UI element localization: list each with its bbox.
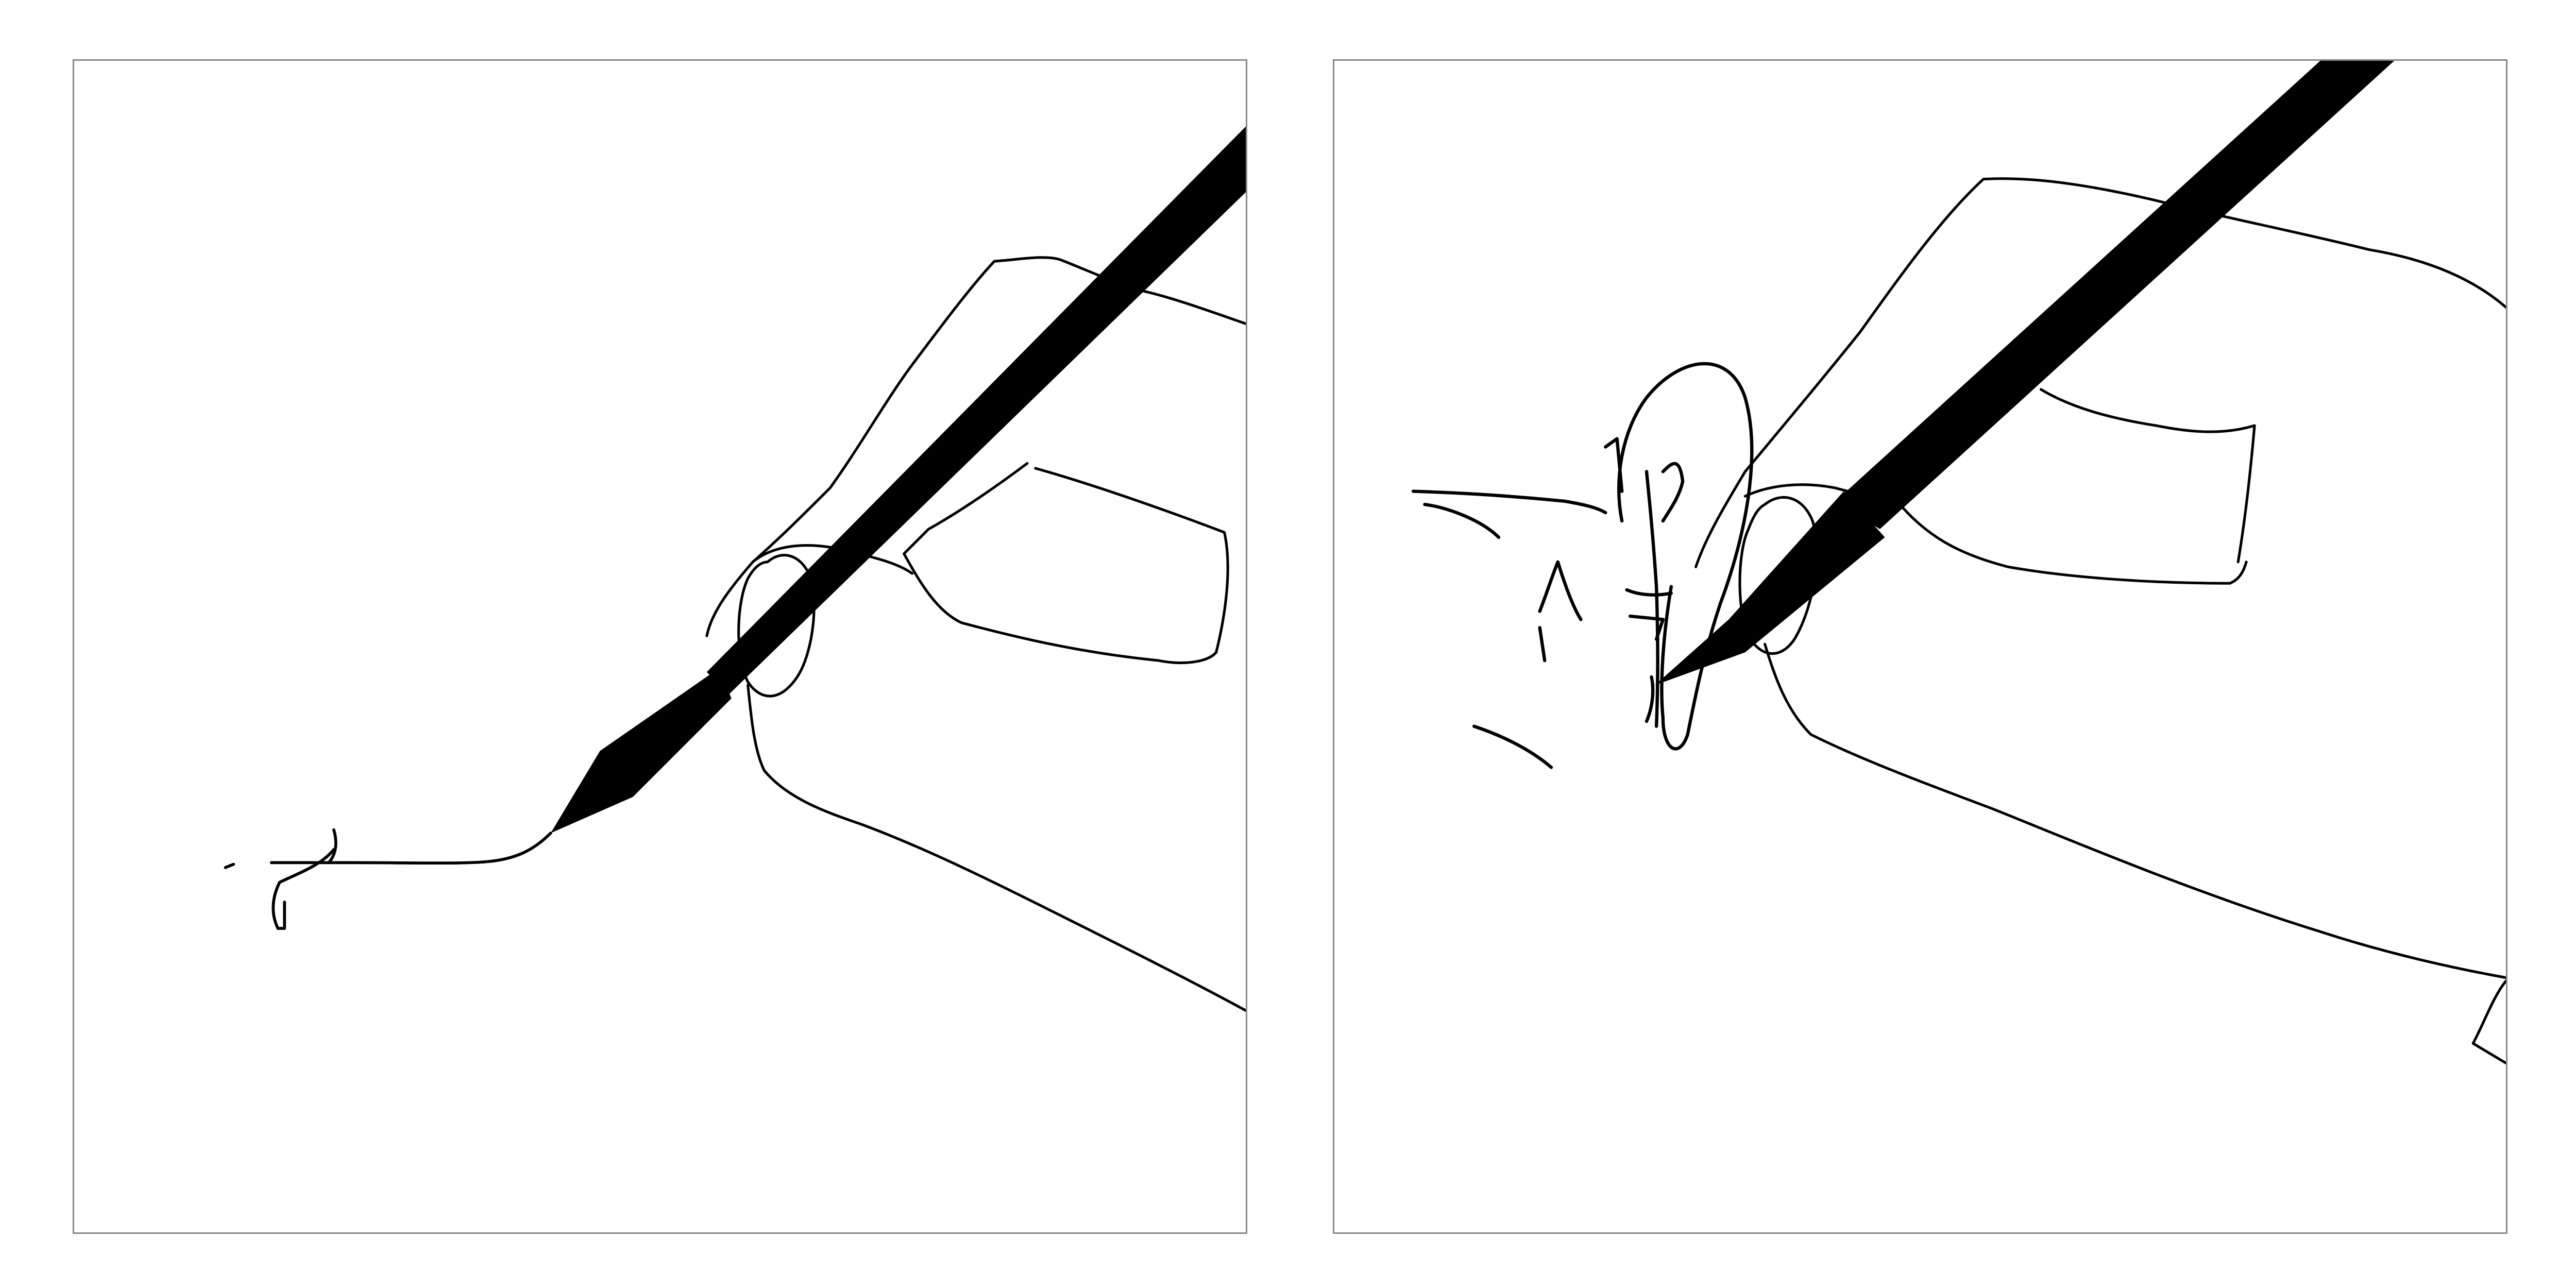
left-thumb-nail bbox=[737, 554, 816, 698]
right-pen-tip bbox=[1654, 491, 1885, 685]
right-index-finger-outline bbox=[2039, 388, 2256, 433]
right-thumb-nail bbox=[1738, 496, 1818, 655]
left-index-finger-outline bbox=[903, 462, 1029, 555]
left-pen-body bbox=[706, 126, 1246, 696]
right-drawing-canvas bbox=[1411, 61, 2506, 1065]
right-drawing-panel bbox=[1333, 59, 2507, 1234]
right-palm-lower-outline bbox=[1764, 642, 2506, 979]
right-hand-back-outline bbox=[1694, 177, 2506, 568]
right-pen-body bbox=[1835, 61, 2395, 529]
left-drawing-canvas bbox=[224, 126, 1246, 1012]
left-palm-lower-outline bbox=[747, 684, 1246, 1012]
left-pen-tip bbox=[550, 669, 732, 833]
right-finger-under-outline bbox=[1891, 495, 2248, 585]
right-middle-finger-outline bbox=[2236, 424, 2256, 564]
right-signature-scribble bbox=[1411, 362, 1754, 769]
right-corner-sheet bbox=[2471, 979, 2506, 1065]
left-signature-stroke bbox=[224, 828, 552, 930]
left-finger-under-outline bbox=[903, 552, 1218, 665]
left-middle-finger-outline bbox=[1034, 467, 1229, 654]
left-drawing-panel bbox=[73, 59, 1247, 1234]
